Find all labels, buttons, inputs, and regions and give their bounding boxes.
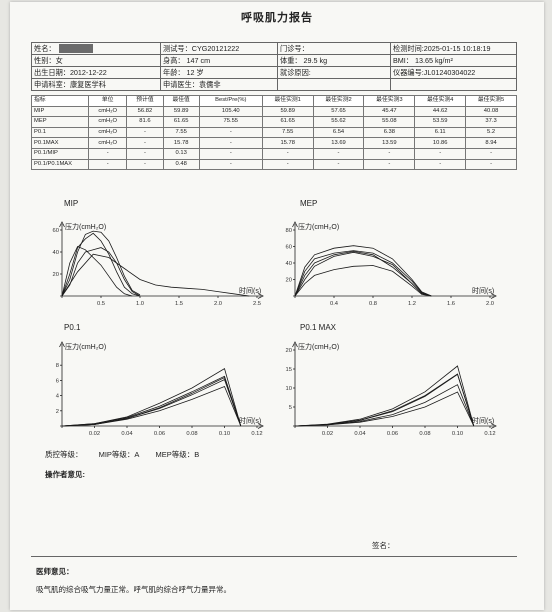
results-table: 指标 单位 预计值 最佳值 Best/Pre(%) 最佳实测1 最佳实测2 最佳… — [31, 95, 517, 171]
y-axis-arrow — [59, 341, 65, 348]
signature-label: 签名： — [372, 541, 395, 550]
x-tick-label: 0.08 — [186, 431, 197, 437]
x-tick-label: 0.04 — [354, 431, 366, 437]
series-line — [61, 247, 141, 297]
x-axis-arrow — [257, 293, 264, 299]
name-label: 姓名： — [34, 43, 56, 53]
series-line — [61, 375, 242, 427]
mep-grade: MEP等级：B — [155, 450, 200, 459]
x-tick-label: 2.0 — [486, 301, 494, 307]
mip-grade: MIP等级：A — [98, 450, 140, 459]
doctor: 申请医生：袁儒非 — [160, 78, 278, 91]
quality-grades: 质控等级： MIP等级：A MEP等级：B — [45, 449, 213, 460]
series-line — [61, 367, 242, 427]
divider — [31, 556, 517, 557]
table-row: MIP cmH₂O 56.82 59.89 105.40 59.89 57.65 45.47 4… — [31, 105, 517, 118]
x-tick-label: 0.04 — [121, 431, 133, 437]
x-tick-label: 2.5 — [253, 301, 261, 307]
x-axis-arrow — [490, 293, 497, 299]
x-tick-label: 0.8 — [369, 301, 377, 307]
y-tick-label: 20 — [286, 278, 292, 284]
chart-title: P0.1 MAX — [300, 323, 337, 332]
series-line — [294, 265, 432, 297]
series-line — [294, 250, 432, 297]
patient-info-table: 姓名： 测试号：CYG20121222 门诊号： 检测时间:2025-01-15… — [31, 42, 517, 91]
chart-title: MEP — [300, 199, 317, 208]
report-title: 呼吸肌力报告 — [241, 12, 313, 24]
table-row: MEP cmH₂O 81.6 61.65 75.55 61.65 55.62 55.08 53.… — [31, 116, 517, 128]
x-axis-label: 时间(s) — [239, 416, 261, 425]
x-tick-label: 0.08 — [419, 431, 430, 437]
y-tick-label: 60 — [53, 228, 59, 234]
series-line — [61, 253, 250, 297]
y-tick-label: 10 — [286, 386, 292, 392]
x-axis-label: 时间(s) — [472, 416, 494, 425]
y-axis-label: 压力(cmH₂O) — [298, 342, 339, 351]
x-tick-label: 0.12 — [251, 431, 262, 437]
x-tick-label: 0.10 — [452, 431, 463, 437]
x-tick-label: 0.06 — [387, 431, 398, 437]
y-tick-label: 20 — [286, 348, 292, 354]
x-tick-label: 0.02 — [89, 431, 100, 437]
y-tick-label: 80 — [286, 228, 292, 234]
series-line — [294, 245, 432, 297]
x-tick-label: 0.02 — [322, 431, 333, 437]
x-tick-label: 1.6 — [447, 301, 455, 307]
x-tick-label: 0.4 — [330, 301, 339, 307]
x-axis-label: 时间(s) — [472, 286, 494, 295]
series-line — [294, 391, 475, 427]
x-tick-label: 1.0 — [136, 301, 144, 307]
y-tick-label: 2 — [56, 409, 59, 415]
series-line — [294, 251, 432, 297]
y-tick-label: 6 — [56, 378, 59, 384]
x-axis-arrow — [257, 423, 264, 429]
chart-title: P0.1 — [64, 323, 81, 332]
series-line — [294, 250, 432, 297]
doctor-opinion-label: 医师意见： — [36, 567, 74, 576]
series-line — [61, 232, 141, 297]
operator-opinion-label: 操作者意见: — [45, 470, 85, 479]
x-tick-label: 1.5 — [175, 301, 183, 307]
y-tick-label: 40 — [53, 250, 59, 256]
y-tick-label: 5 — [289, 405, 292, 411]
redacted-name — [58, 44, 93, 54]
y-axis-label: 压力(cmH₂O) — [65, 342, 106, 351]
series-line — [294, 384, 475, 427]
series-line — [294, 365, 475, 427]
series-line — [61, 230, 141, 297]
x-tick-label: 0.12 — [484, 431, 495, 437]
chart-title: MIP — [64, 199, 78, 208]
x-tick-label: 0.5 — [97, 301, 105, 307]
x-tick-label: 2.0 — [214, 301, 222, 307]
y-tick-label: 60 — [286, 245, 292, 251]
x-tick-label: 0.10 — [219, 431, 230, 437]
y-axis-arrow — [59, 221, 65, 228]
x-axis-arrow — [490, 423, 497, 429]
y-tick-label: 4 — [56, 394, 60, 400]
y-axis-arrow — [292, 341, 298, 348]
x-axis-label: 时间(s) — [239, 286, 261, 295]
x-tick-label: 0.06 — [154, 431, 165, 437]
series-line — [61, 385, 242, 427]
y-tick-label: 20 — [53, 272, 59, 278]
series-line — [61, 245, 133, 297]
y-tick-label: 8 — [56, 363, 59, 369]
x-tick-label: 1.2 — [408, 301, 416, 307]
y-tick-label: 15 — [286, 367, 292, 373]
y-tick-label: 40 — [286, 261, 292, 267]
y-axis-label: 压力(cmH₂O) — [65, 222, 106, 231]
qc-label: 质控等级： — [45, 450, 83, 459]
table-row: P0.1/P0.1MAX - -0.48- - - - - - — [31, 158, 517, 171]
doctor-opinion-text: 吸气肌的综合吸气力量正常。呼气肌的综合呼气力量异常。 — [36, 585, 231, 594]
series-line — [61, 379, 242, 427]
y-axis-arrow — [292, 221, 298, 228]
y-axis-label: 压力(cmH₂O) — [298, 222, 339, 231]
